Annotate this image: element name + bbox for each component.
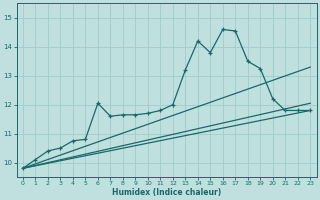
X-axis label: Humidex (Indice chaleur): Humidex (Indice chaleur) <box>112 188 221 197</box>
